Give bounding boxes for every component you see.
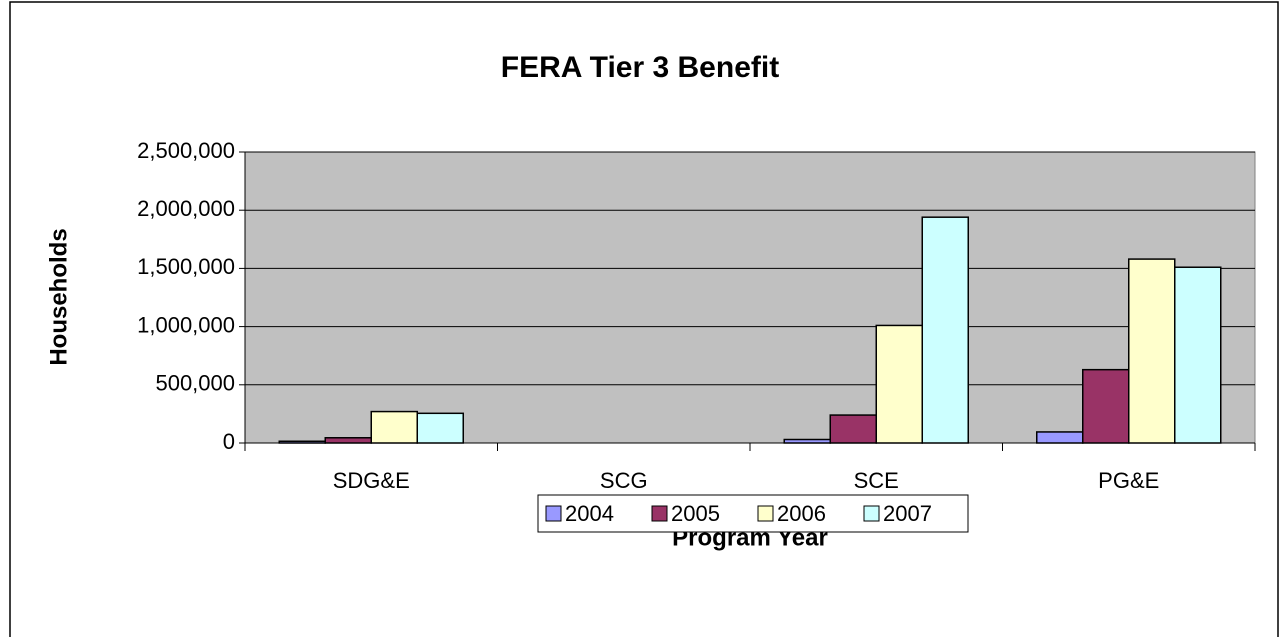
- y-tick-label: 1,500,000: [137, 254, 235, 279]
- bar: [1082, 368, 1130, 444]
- y-tick-label: 500,000: [155, 371, 235, 396]
- legend-label: 2007: [883, 501, 932, 526]
- bar: [416, 412, 464, 444]
- bar: [921, 216, 969, 444]
- bar: [1128, 258, 1176, 444]
- legend-swatch: [651, 505, 668, 522]
- legend-swatch: [757, 505, 774, 522]
- legend-box: [537, 494, 969, 533]
- legend-label: 2004: [565, 501, 614, 526]
- bar: [324, 437, 372, 444]
- x-tick-label: SCG: [600, 468, 648, 493]
- bar: [1036, 431, 1084, 444]
- legend-label: 2006: [777, 501, 826, 526]
- legend-swatch: [863, 505, 880, 522]
- bar: [1174, 266, 1222, 444]
- bar: [783, 438, 831, 444]
- legend-label: 2005: [671, 501, 720, 526]
- y-tick-label: 1,000,000: [137, 312, 235, 337]
- bar: [370, 410, 418, 444]
- x-tick-label: PG&E: [1098, 468, 1159, 493]
- bar: [278, 440, 326, 444]
- x-tick-label: SCE: [854, 468, 899, 493]
- y-tick-label: 2,000,000: [137, 196, 235, 221]
- y-tick-label: 0: [223, 429, 235, 454]
- legend-swatch: [545, 505, 562, 522]
- y-tick-label: 2,500,000: [137, 138, 235, 163]
- chart-title: FERA Tier 3 Benefit: [501, 51, 779, 84]
- y-axis-label: Households: [45, 228, 72, 365]
- x-tick-label: SDG&E: [333, 468, 410, 493]
- bar: [875, 324, 923, 444]
- bar: [829, 414, 877, 444]
